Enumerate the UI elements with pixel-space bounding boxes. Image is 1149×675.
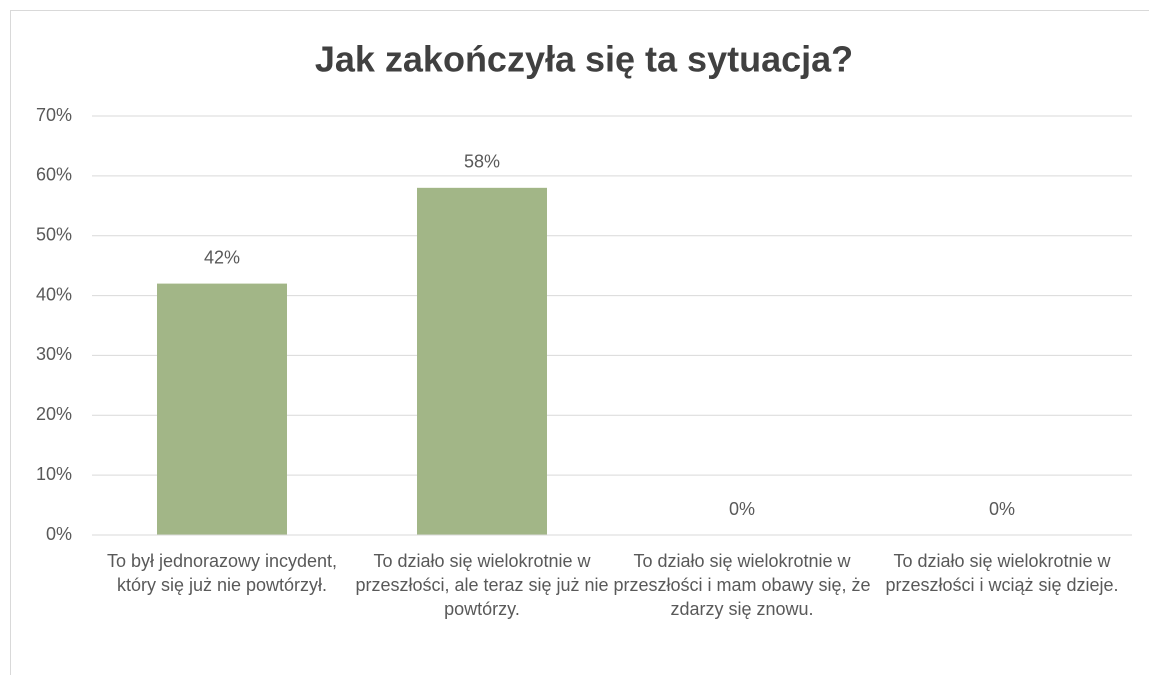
y-tick-label: 70% (36, 105, 72, 125)
data-label: 58% (464, 152, 500, 172)
x-tick-label: To działo się wielokrotnie w przeszłości… (885, 551, 1119, 595)
x-tick-label: To działo się wielokrotnie w przeszłości… (355, 551, 609, 619)
bar (157, 283, 287, 535)
data-label: 0% (729, 499, 755, 519)
x-tick-label: To działo się wielokrotnie w przeszłości… (613, 551, 871, 619)
y-tick-label: 50% (36, 224, 72, 244)
data-label: 0% (989, 499, 1015, 519)
y-tick-label: 0% (46, 524, 72, 544)
y-tick-label: 30% (36, 344, 72, 364)
y-tick-label: 40% (36, 284, 72, 304)
y-tick-label: 60% (36, 165, 72, 185)
chart-title: Jak zakończyła się ta sytuacja? (315, 39, 853, 80)
bar (417, 187, 547, 536)
data-label: 42% (204, 247, 240, 267)
x-tick-label: To był jednorazowy incydent, który się j… (106, 551, 338, 595)
chart-border (10, 10, 1149, 675)
y-tick-label: 20% (36, 404, 72, 424)
y-tick-label: 10% (36, 464, 72, 484)
